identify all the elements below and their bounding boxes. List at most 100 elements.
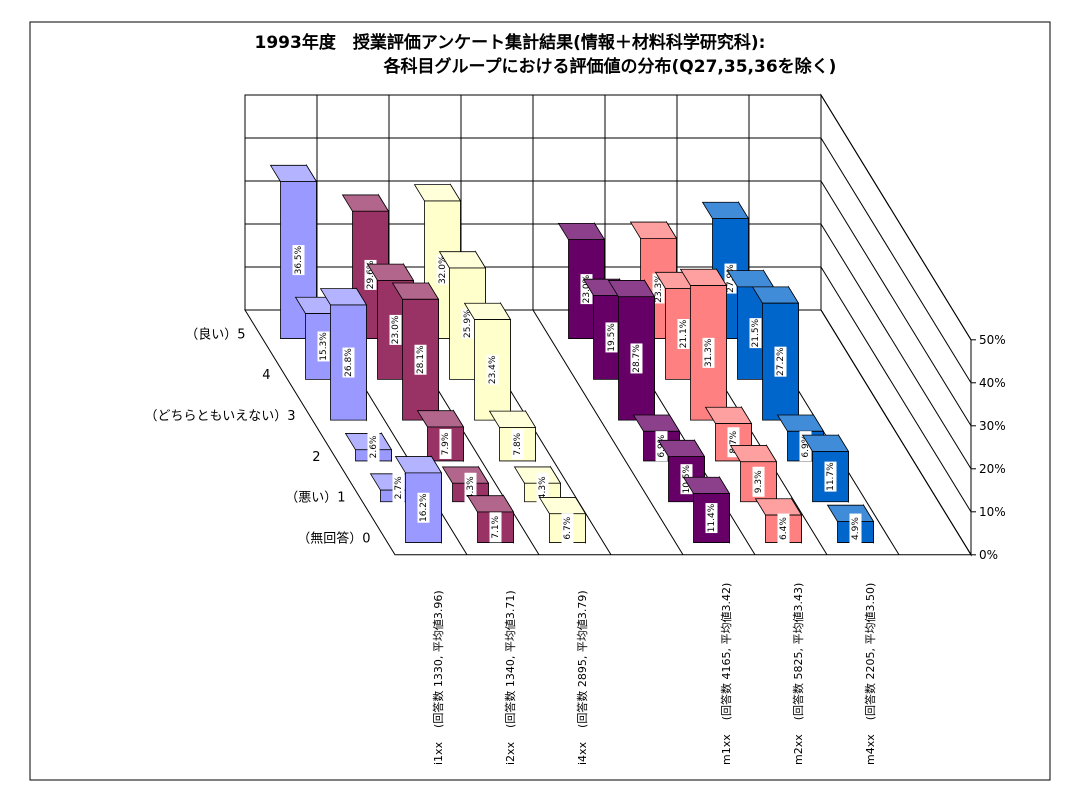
- value-label-bg: [342, 347, 355, 378]
- y-tick-label: 50%: [979, 333, 1006, 347]
- value-label: 6.9%: [801, 434, 811, 457]
- value-label: 7.1%: [491, 515, 501, 538]
- chart-title: 1993年度 授業評価アンケート集計結果(情報＋材料科学研究科):: [255, 32, 766, 53]
- value-label: 27.9%: [726, 264, 736, 293]
- x-tick-label: i1xx (回答数 1330, 平均値3.96): [431, 590, 445, 765]
- y-tick-label: 10%: [979, 505, 1006, 519]
- value-label-bg: [389, 314, 402, 345]
- row-label: （悪い）1: [285, 491, 345, 506]
- bar: 2.6%: [344, 431, 393, 463]
- value-label-bg: [561, 513, 574, 544]
- bar: 11.4%: [682, 475, 731, 544]
- value-label-bg: [392, 472, 405, 503]
- value-label: 7.9%: [441, 432, 451, 455]
- grid-line: [820, 223, 972, 470]
- bar: 28.7%: [607, 279, 656, 422]
- value-label-bg: [292, 245, 305, 276]
- bar: 6.4%: [754, 497, 803, 544]
- value-label: 11.4%: [707, 503, 717, 532]
- value-label-bg: [677, 318, 690, 349]
- y-tick-label: 30%: [979, 419, 1006, 433]
- value-label-bg: [414, 344, 427, 375]
- value-label: 28.1%: [416, 345, 426, 374]
- value-label: 4.9%: [851, 517, 861, 540]
- value-label-bg: [749, 318, 762, 349]
- value-label: 16.2%: [419, 493, 429, 522]
- value-label-bg: [702, 337, 715, 368]
- value-label: 19.5%: [607, 323, 617, 352]
- y-tick-label: 0%: [979, 548, 998, 562]
- value-label: 32.0%: [438, 255, 448, 284]
- bar: 11.7%: [801, 433, 850, 504]
- bar: 4.3%: [513, 465, 562, 504]
- value-label-bg: [464, 472, 477, 503]
- value-label: 7.8%: [513, 432, 523, 455]
- x-tick-label: m2xx (回答数 5825, 平均値3.43): [791, 583, 805, 765]
- value-label-bg: [317, 331, 330, 362]
- grid-line: [820, 309, 972, 556]
- value-label-bg: [705, 503, 718, 534]
- value-label: 9.3%: [754, 470, 764, 493]
- value-label-bg: [536, 472, 549, 503]
- value-label: 6.4%: [779, 517, 789, 540]
- value-label: 11.7%: [826, 462, 836, 491]
- row-label: （無回答）0: [297, 530, 370, 546]
- value-label: 21.1%: [679, 319, 689, 348]
- chart-subtitle: 各科目グループにおける評価値の分布(Q27,35,36を除く): [383, 56, 837, 77]
- bar: 7.8%: [488, 409, 537, 463]
- row-label: （どちらともいえない）3: [144, 409, 295, 424]
- value-label-bg: [777, 513, 790, 544]
- row-label: 4: [262, 368, 270, 383]
- value-label-bg: [774, 346, 787, 377]
- value-label: 23.0%: [582, 274, 592, 303]
- value-label-bg: [486, 354, 499, 385]
- grid-line: [820, 137, 972, 384]
- value-label: 15.3%: [319, 332, 329, 361]
- x-tick-label: m1xx (回答数 4165, 平均値3.42): [719, 583, 733, 765]
- value-label-bg: [824, 461, 837, 492]
- value-label: 8.7%: [729, 430, 739, 453]
- grid-line: [820, 266, 972, 513]
- value-label: 21.5%: [751, 318, 761, 347]
- value-label: 23.0%: [391, 315, 401, 344]
- value-label-bg: [752, 466, 765, 497]
- bar: 7.9%: [416, 409, 465, 463]
- value-label: 6.7%: [563, 516, 573, 539]
- bar: 27.2%: [751, 285, 800, 422]
- value-label: 4.3%: [466, 476, 476, 499]
- value-label: 31.3%: [704, 338, 714, 367]
- row-label: 2: [312, 450, 320, 465]
- value-label-bg: [439, 428, 452, 459]
- value-label-bg: [511, 429, 524, 460]
- value-label-bg: [436, 254, 449, 285]
- bar: 31.3%: [679, 267, 728, 422]
- value-label: 2.7%: [394, 476, 404, 499]
- bar: 16.2%: [394, 455, 443, 544]
- value-label: 23.4%: [488, 355, 498, 384]
- value-label-bg: [655, 431, 668, 462]
- grid-line: [820, 94, 972, 341]
- value-label-bg: [605, 322, 618, 353]
- value-label-bg: [367, 431, 380, 462]
- value-label-bg: [489, 512, 502, 543]
- value-label: 26.8%: [344, 348, 354, 377]
- value-label: 25.9%: [463, 309, 473, 338]
- y-tick-label: 20%: [979, 462, 1006, 476]
- x-tick-label: i4xx (回答数 2895, 平均値3.79): [575, 590, 589, 765]
- value-label-bg: [417, 492, 430, 523]
- y-tick-label: 40%: [979, 376, 1006, 390]
- value-label-bg: [849, 513, 862, 544]
- bar: 6.7%: [538, 496, 587, 544]
- x-tick-label: m4xx (回答数 2205, 平均値3.50): [863, 583, 877, 765]
- value-label: 23.3%: [654, 274, 664, 303]
- bar: 26.8%: [319, 287, 368, 422]
- floor-line: [532, 309, 684, 556]
- value-label-bg: [461, 308, 474, 339]
- bar: 4.3%: [441, 465, 490, 504]
- bar: 23.4%: [463, 301, 512, 422]
- grid-line: [820, 180, 972, 427]
- bar: 9.3%: [729, 444, 778, 504]
- value-label: 36.5%: [294, 245, 304, 274]
- bar: 7.1%: [466, 494, 515, 544]
